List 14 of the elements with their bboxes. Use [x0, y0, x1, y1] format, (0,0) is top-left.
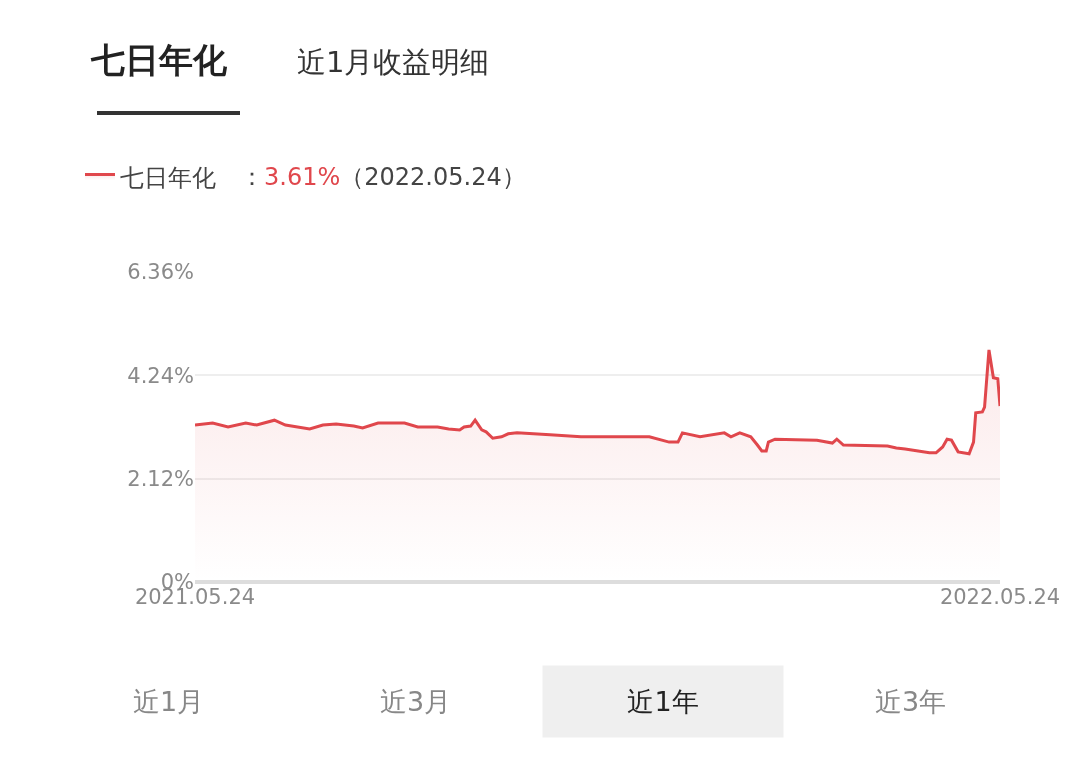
legend-label: 七日年化: [120, 163, 216, 192]
text: （2022.05.24）: [340, 163, 526, 191]
text: ：: [240, 163, 264, 191]
chart-title: 七日年化: [90, 40, 228, 80]
text: 3.61%: [264, 163, 341, 191]
y-tick-label: 4.24%: [127, 363, 194, 388]
x-tick-label: 2022.05.24: [939, 585, 1061, 609]
y-tick-label: 6.36%: [127, 260, 194, 285]
text: 近3月: [380, 686, 452, 717]
chart-subtitle: 近1月收益明细: [297, 45, 490, 79]
text: 近1年: [627, 686, 699, 717]
text: 近1月: [133, 686, 205, 717]
text: 近3年: [875, 686, 947, 717]
y-tick-label: 2.12%: [127, 467, 194, 492]
